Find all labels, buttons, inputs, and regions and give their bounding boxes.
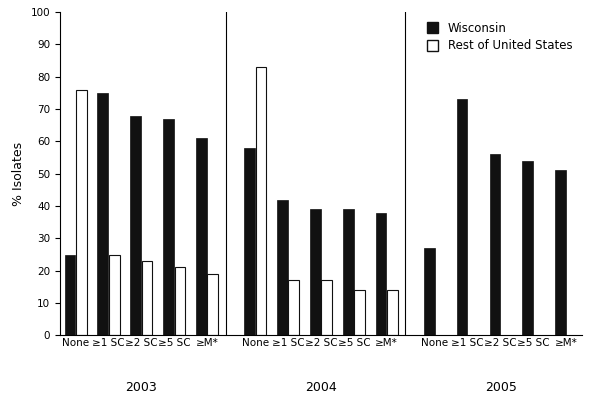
Text: 2005: 2005 xyxy=(485,381,517,393)
Bar xyxy=(457,99,467,335)
Y-axis label: % Isolates: % Isolates xyxy=(12,142,25,206)
Bar xyxy=(196,138,207,335)
Bar xyxy=(76,90,87,335)
Bar xyxy=(142,261,152,335)
Legend: Wisconsin, Rest of United States: Wisconsin, Rest of United States xyxy=(423,18,576,56)
Bar xyxy=(163,119,174,335)
Bar xyxy=(130,116,141,335)
Bar xyxy=(490,154,500,335)
Bar xyxy=(97,93,108,335)
Bar xyxy=(277,200,288,335)
Text: 2004: 2004 xyxy=(305,381,337,393)
Bar xyxy=(175,267,185,335)
Bar xyxy=(109,255,119,335)
Bar xyxy=(244,148,255,335)
Text: 2003: 2003 xyxy=(125,381,157,393)
Bar xyxy=(322,280,332,335)
Bar xyxy=(343,209,353,335)
Bar xyxy=(65,255,76,335)
Bar xyxy=(555,170,566,335)
Bar xyxy=(424,248,434,335)
Bar xyxy=(289,280,299,335)
Bar xyxy=(256,67,266,335)
Bar xyxy=(387,290,398,335)
Bar xyxy=(376,213,386,335)
Bar xyxy=(354,290,365,335)
Bar xyxy=(208,274,218,335)
Bar xyxy=(310,209,320,335)
Bar xyxy=(523,161,533,335)
